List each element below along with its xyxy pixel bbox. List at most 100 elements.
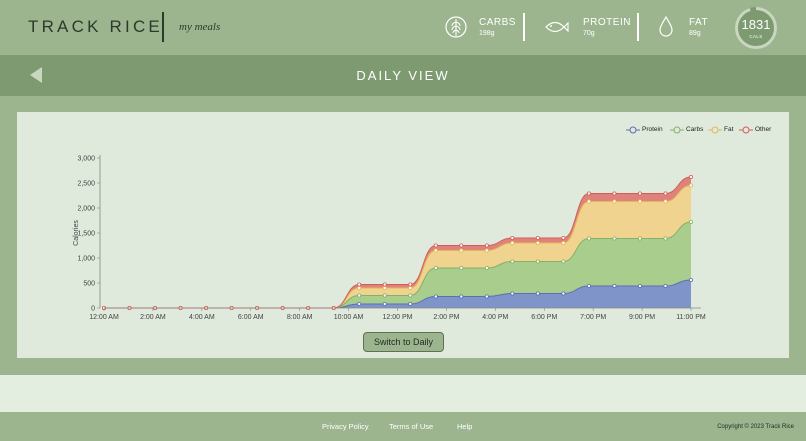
x-tick-label: 7:00 PM (580, 314, 606, 321)
brand-subtitle[interactable]: my meals (179, 21, 221, 33)
x-tick-label: 6:00 AM (238, 314, 264, 321)
help-link[interactable]: Help (457, 422, 473, 431)
legend-swatch (708, 126, 722, 134)
area-protein (104, 280, 691, 308)
x-tick-label: 2:00 PM (433, 314, 459, 321)
privacy-policy-link[interactable]: Privacy Policy (322, 422, 369, 431)
point-fat (484, 248, 489, 253)
wheat-icon (445, 16, 467, 38)
point-other (561, 235, 566, 240)
point-other (612, 191, 617, 196)
x-tick-label: 2:00 AM (140, 314, 166, 321)
point-protein (586, 283, 591, 288)
legend-swatch (670, 126, 684, 134)
point-carbs (663, 236, 668, 241)
point-other (663, 191, 668, 196)
back-arrow-icon[interactable] (30, 67, 42, 83)
fish-icon (545, 21, 569, 33)
point-fat (433, 248, 438, 253)
point-protein (663, 283, 668, 288)
point-fat (586, 199, 591, 204)
point-fat (637, 199, 642, 204)
point-carbs (612, 236, 617, 241)
point-fat (535, 240, 540, 245)
x-tick-label: 4:00 PM (482, 314, 508, 321)
macro-divider (523, 13, 525, 41)
point-fat (408, 285, 413, 290)
point-carbs (382, 293, 387, 298)
nav-bar: DAILY VIEW (0, 55, 806, 96)
point-protein (561, 291, 566, 296)
point-carbs (510, 259, 515, 264)
point-carbs (433, 265, 438, 270)
area-fat (104, 185, 691, 308)
point-protein (484, 294, 489, 299)
point-carbs (637, 236, 642, 241)
point-carbs (586, 236, 591, 241)
point-other (510, 235, 515, 240)
header: TRACK RICE my meals CARBS 198g PROTEIN 7… (0, 0, 806, 55)
point-carbs (484, 265, 489, 270)
copyright: Copyright © 2023 Track Rice (717, 424, 794, 430)
protein-value: 70g (583, 30, 595, 37)
y-tick-label: 1,500 (77, 231, 95, 238)
point-protein (433, 294, 438, 299)
macro-protein: PROTEIN 70g (543, 14, 630, 44)
point-protein (689, 277, 694, 282)
fat-value: 89g (689, 30, 701, 37)
x-tick-label: 11:00 PM (676, 314, 706, 321)
y-axis-label: Calories (73, 220, 80, 246)
legend-label: Fat (724, 126, 734, 133)
page-title: DAILY VIEW (356, 68, 450, 83)
point-fat (663, 199, 668, 204)
brand-divider (162, 12, 164, 42)
point-other (586, 191, 591, 196)
y-tick-label: 3,000 (77, 156, 95, 163)
y-tick-label: 2,500 (77, 181, 95, 188)
terms-of-use-link[interactable]: Terms of Use (389, 422, 434, 431)
x-tick-label: 12:00 AM (89, 314, 119, 321)
footer: Privacy Policy Terms of Use Help Copyrig… (0, 412, 806, 441)
x-tick-label: 8:00 AM (287, 314, 313, 321)
fat-label: FAT (689, 17, 709, 28)
point-protein (612, 283, 617, 288)
legend-label: Other (755, 126, 772, 133)
carbs-value: 198g (479, 30, 495, 37)
macro-divider (637, 13, 639, 41)
point-other (637, 191, 642, 196)
protein-label: PROTEIN (583, 17, 631, 28)
legend-swatch (626, 126, 640, 134)
content-band (0, 375, 806, 412)
point-fat (689, 183, 694, 188)
y-tick-label: 500 (83, 281, 95, 288)
point-other (459, 243, 464, 248)
brand-logo[interactable]: TRACK RICE (28, 17, 163, 36)
point-fat (612, 199, 617, 204)
switch-view-button[interactable]: Switch to Daily (363, 332, 444, 352)
point-protein (637, 283, 642, 288)
macro-fat: FAT 89g (657, 14, 717, 44)
y-tick-label: 2,000 (77, 206, 95, 213)
point-other (484, 243, 489, 248)
x-tick-label: 4:00 AM (189, 314, 215, 321)
legend-swatch (739, 126, 753, 134)
macro-carbs: CARBS 198g (445, 14, 515, 44)
point-protein (357, 301, 362, 306)
point-other (408, 282, 413, 287)
point-fat (459, 248, 464, 253)
x-tick-label: 12:00 PM (383, 314, 413, 321)
point-other (535, 235, 540, 240)
y-tick-label: 1,000 (77, 256, 95, 263)
drop-icon (659, 15, 673, 37)
x-tick-label: 6:00 PM (531, 314, 557, 321)
calorie-ring: 1831 CALS (733, 5, 779, 51)
legend-label: Carbs (686, 126, 704, 133)
point-carbs (459, 265, 464, 270)
point-protein (510, 291, 515, 296)
legend-label: Protein (642, 126, 663, 133)
point-other (433, 243, 438, 248)
point-fat (510, 240, 515, 245)
point-other (382, 282, 387, 287)
calorie-total: 1831 (741, 17, 771, 32)
